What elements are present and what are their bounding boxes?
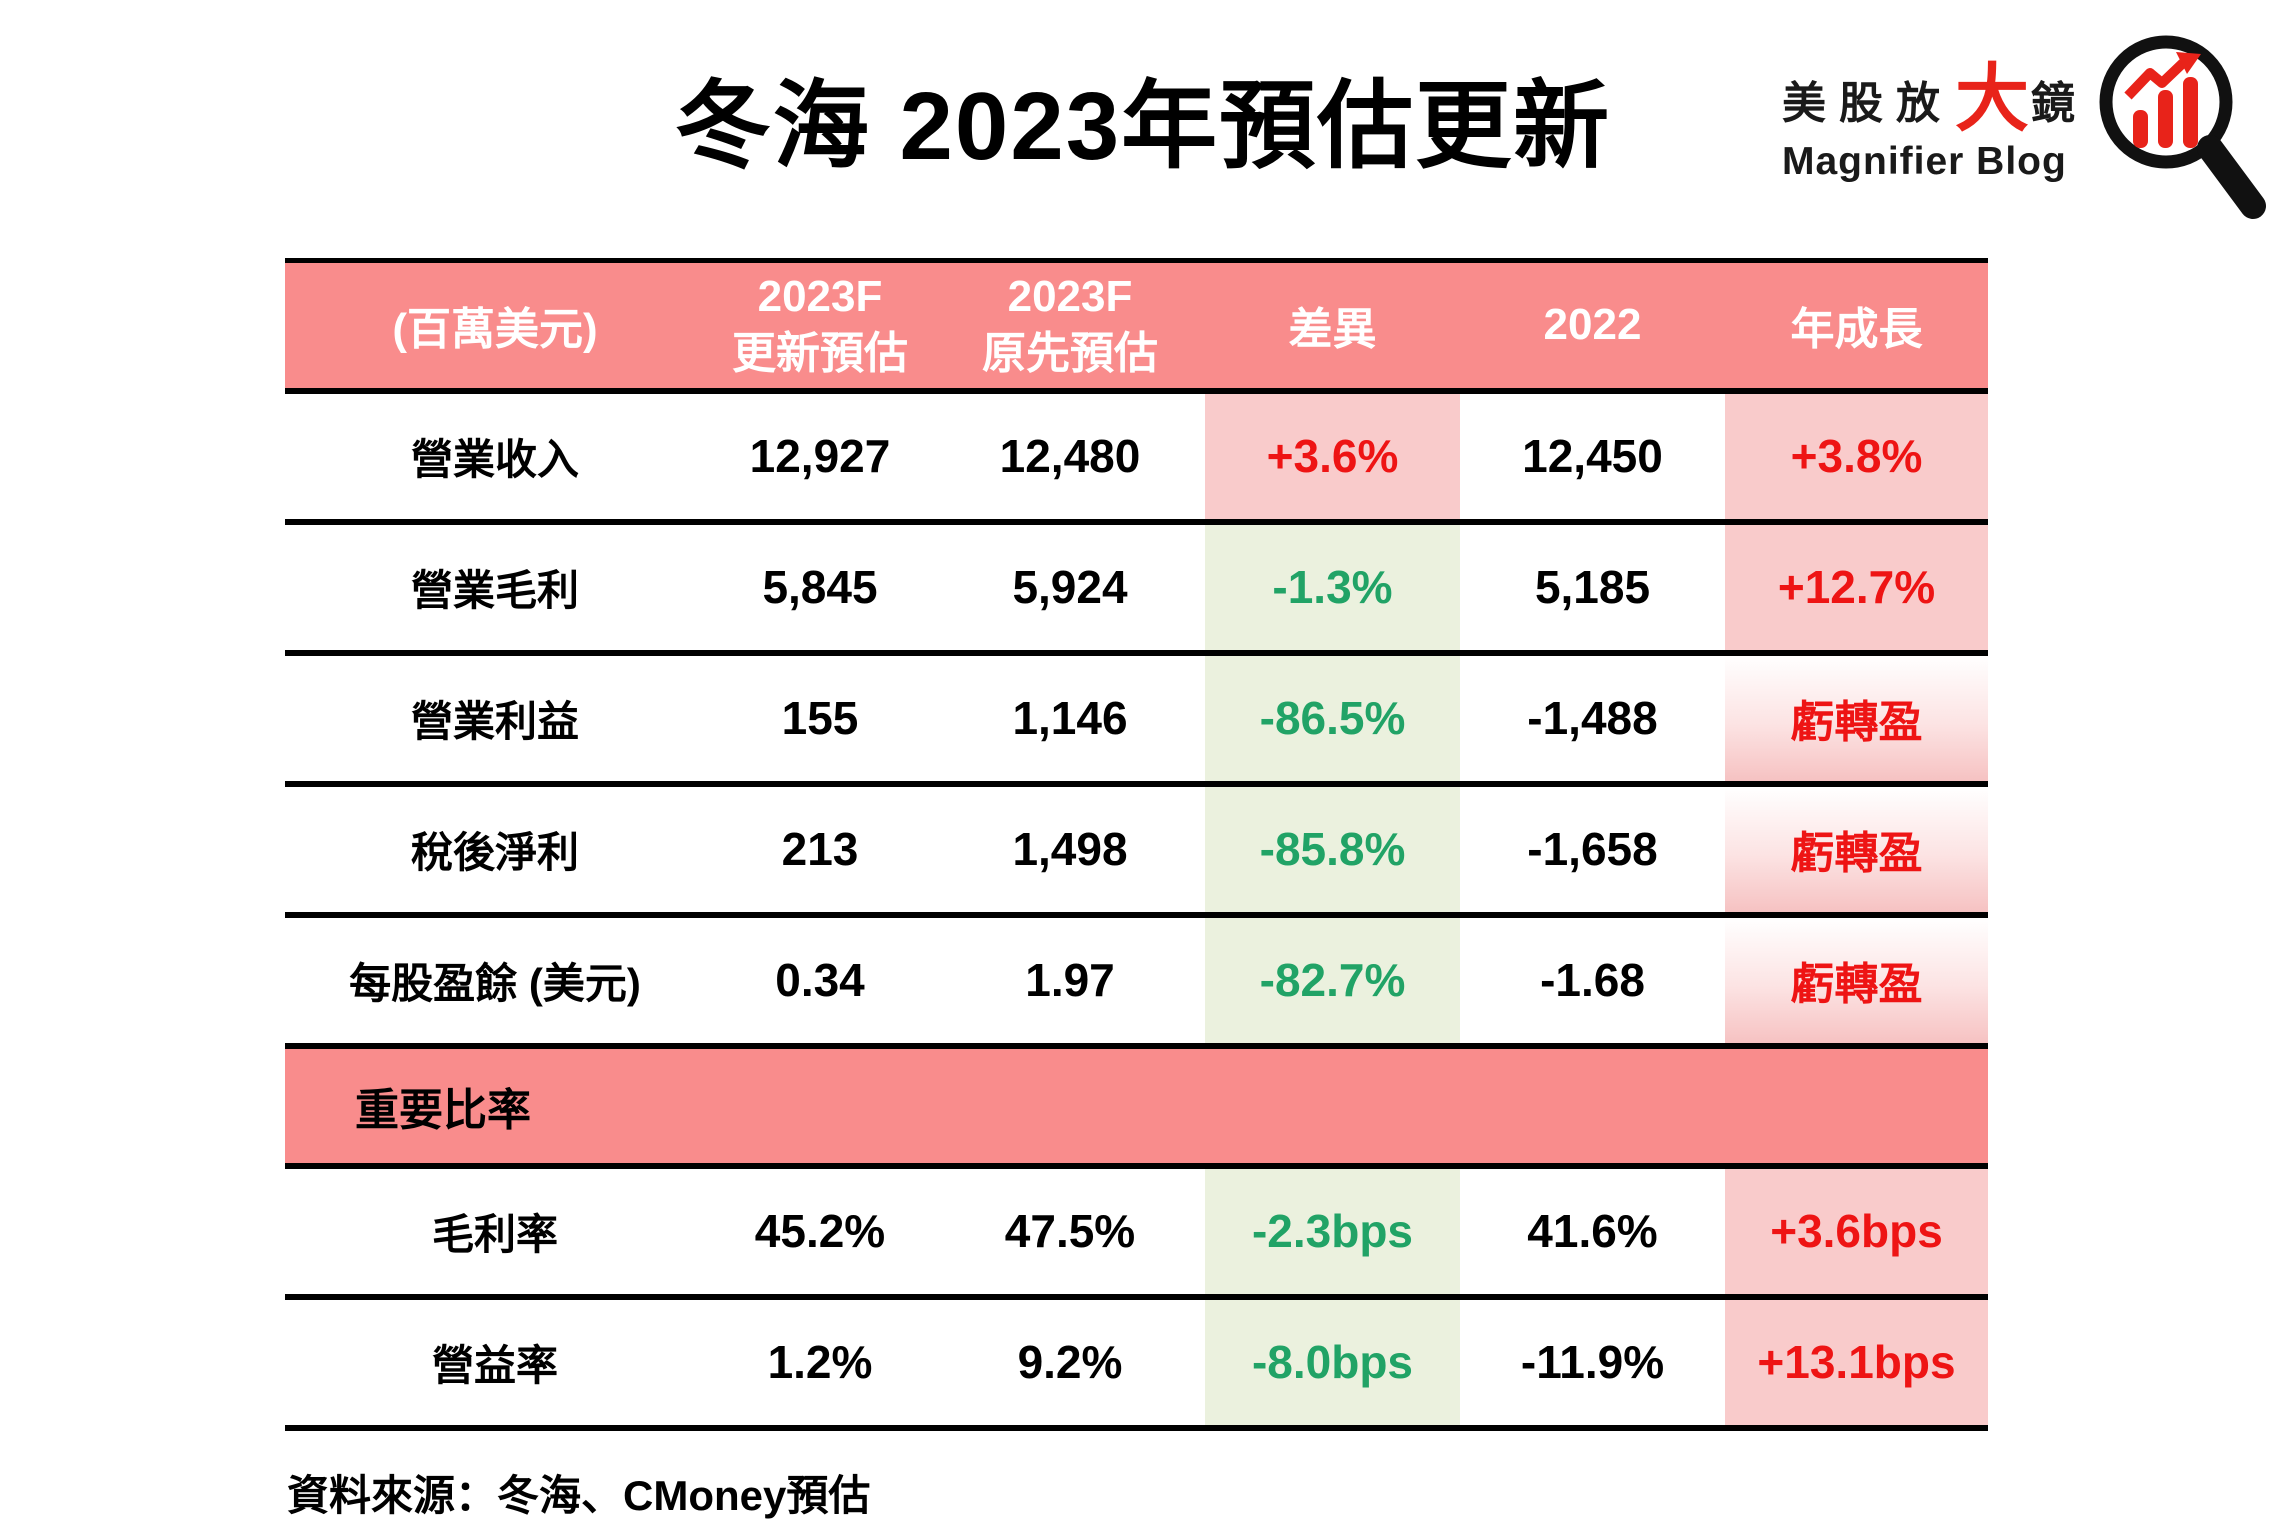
col-header-updated-line2: 更新預估	[732, 329, 908, 379]
value-2022: 5,185	[1534, 561, 1651, 613]
table-row: 每股盈餘 (美元) 0.34 1.97 -82.7% -1.68 虧轉盈	[285, 914, 1988, 1046]
value-original: 1,146	[1012, 692, 1128, 744]
value-diff: -2.3bps	[1205, 1165, 1460, 1297]
logo-zh-big-char: 大	[1955, 57, 2029, 140]
row-label: 營業收入	[410, 435, 579, 483]
value-original: 5,924	[1012, 561, 1128, 613]
value-diff: -8.0bps	[1205, 1296, 1460, 1428]
table-row: 營益率 1.2% 9.2% -8.0bps -11.9% +13.1bps	[285, 1296, 1988, 1428]
table-row: 毛利率 45.2% 47.5% -2.3bps 41.6% +3.6bps	[285, 1165, 1988, 1297]
value-diff: -85.8%	[1205, 783, 1460, 915]
value-updated: 5,845	[762, 561, 878, 613]
logo: 美股放大鏡 Magnifier Blog	[1782, 22, 2268, 224]
estimates-table: (百萬美元) 2023F 更新預估 2023F 原先預估 差異 2022 年成長…	[285, 258, 1988, 1431]
row-label: 營業毛利	[410, 566, 579, 614]
value-original: 9.2%	[1017, 1336, 1123, 1388]
value-2022: -1,488	[1527, 692, 1658, 744]
value-2022: 41.6%	[1527, 1205, 1658, 1257]
value-original: 47.5%	[1004, 1205, 1136, 1257]
value-diff: -86.5%	[1205, 652, 1460, 784]
logo-en-name: Magnifier Blog	[1782, 140, 2067, 183]
value-yoy: 虧轉盈	[1725, 914, 1988, 1046]
value-updated: 155	[781, 692, 859, 744]
value-updated: 12,927	[749, 430, 891, 482]
value-2022: -11.9%	[1520, 1336, 1665, 1388]
value-2022: -1,658	[1527, 823, 1658, 875]
data-source-note: 資料來源：冬海、CMoney預估	[287, 1472, 871, 1519]
value-diff: -1.3%	[1205, 521, 1460, 653]
table-row: 稅後淨利 213 1,498 -85.8% -1,658 虧轉盈	[285, 783, 1988, 915]
table-row: 營業收入 12,927 12,480 +3.6% 12,450 +3.8%	[285, 390, 1988, 522]
value-updated: 0.34	[775, 954, 865, 1006]
row-label: 稅後淨利	[410, 828, 579, 876]
value-yoy: 虧轉盈	[1725, 783, 1988, 915]
value-yoy: +13.1bps	[1725, 1296, 1988, 1428]
value-original: 1,498	[1012, 823, 1128, 875]
value-yoy: +3.6bps	[1725, 1165, 1988, 1297]
value-original: 1.97	[1025, 954, 1115, 1006]
row-label: 毛利率	[431, 1210, 558, 1258]
logo-zh-name: 美股放大鏡	[1782, 62, 2088, 136]
magnifier-chart-icon	[2099, 35, 2266, 219]
row-label: 營益率	[431, 1341, 558, 1389]
value-diff: -82.7%	[1205, 914, 1460, 1046]
logo-zh-prefix: 美股放	[1782, 79, 1953, 128]
col-header-original-estimate: 2023F 原先預估	[935, 261, 1205, 391]
col-header-diff: 差異	[1288, 305, 1377, 355]
value-diff: +3.6%	[1205, 390, 1460, 522]
col-header-2022: 2022	[1543, 300, 1642, 350]
section-title: 重要比率	[355, 1085, 531, 1135]
logo-text: 美股放大鏡 Magnifier Blog	[1782, 62, 2088, 184]
table-row: 營業利益 155 1,146 -86.5% -1,488 虧轉盈	[285, 652, 1988, 784]
value-yoy: +12.7%	[1725, 521, 1988, 653]
col-header-unit: (百萬美元)	[392, 305, 598, 355]
table-header-row: (百萬美元) 2023F 更新預估 2023F 原先預估 差異 2022 年成長	[285, 260, 1988, 391]
value-updated: 213	[781, 823, 859, 875]
col-header-yoy: 年成長	[1790, 305, 1923, 355]
col-header-updated-estimate: 2023F 更新預估	[705, 261, 935, 391]
col-header-original-line1: 2023F	[1007, 272, 1133, 322]
row-label: 營業利益	[410, 697, 579, 745]
table-row: 營業毛利 5,845 5,924 -1.3% 5,185 +12.7%	[285, 521, 1988, 653]
value-updated: 45.2%	[754, 1205, 886, 1257]
row-label: 每股盈餘 (美元)	[349, 959, 641, 1007]
page-title: 冬海 2023年預估更新	[674, 73, 1612, 180]
value-2022: -1.68	[1540, 954, 1645, 1006]
value-2022: 12,450	[1522, 430, 1663, 482]
col-header-original-line2: 原先預估	[982, 329, 1158, 379]
logo-zh-suffix: 鏡	[2031, 79, 2088, 128]
value-yoy: 虧轉盈	[1725, 652, 1988, 784]
value-updated: 1.2%	[767, 1336, 873, 1388]
value-yoy: +3.8%	[1725, 390, 1988, 522]
value-original: 12,480	[999, 430, 1141, 482]
section-header-row: 重要比率	[285, 1045, 1988, 1166]
col-header-updated-line1: 2023F	[757, 272, 883, 322]
